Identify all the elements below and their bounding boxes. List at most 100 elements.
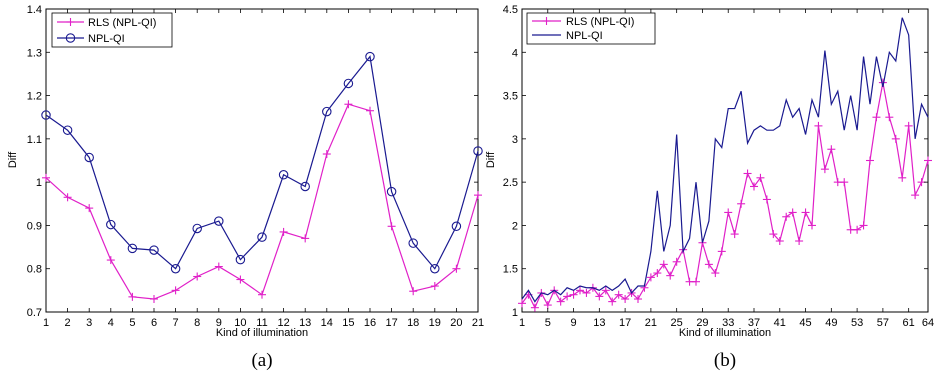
chart-a-ytick-label: 1.2 bbox=[27, 91, 42, 103]
chart-b-xtick-label: 9 bbox=[570, 317, 576, 329]
chart-a-ylabel: Diff bbox=[7, 151, 19, 168]
chart-b-rls-point bbox=[659, 260, 668, 269]
chart-a-xtick-label: 20 bbox=[450, 317, 462, 329]
chart-b-ytick-label: 3.5 bbox=[503, 91, 518, 103]
chart-a-xlabel: Kind of illumination bbox=[216, 327, 308, 339]
chart-b-rls-point bbox=[750, 182, 758, 191]
chart-a-npl-point bbox=[365, 51, 375, 62]
chart-b-rls-point bbox=[518, 299, 526, 308]
chart-b-rls-point bbox=[911, 191, 920, 200]
chart-b-ytick-label: 1.5 bbox=[503, 264, 518, 276]
chart-b-ytick-label: 4 bbox=[512, 47, 518, 59]
chart-b-rls-point bbox=[891, 134, 900, 143]
chart-a-caption: (a) bbox=[251, 350, 272, 371]
chart-a-npl-point bbox=[170, 263, 181, 274]
chart-a-xtick-label: 9 bbox=[216, 317, 222, 329]
chart-b-xtick-label: 41 bbox=[774, 317, 786, 329]
chart-b-rls-point bbox=[795, 237, 804, 246]
chart-a-xtick-label: 16 bbox=[364, 317, 376, 329]
chart-b-rls-point bbox=[762, 195, 771, 204]
chart-a-ticks: 1 2 3 4 5 6 7 8 9 10 11 12 13 14 15 16 17 18 19 20 210.70.80… bbox=[27, 4, 484, 329]
chart-a-xtick-label: 21 bbox=[472, 317, 484, 329]
chart-b-ytick-label: 2.5 bbox=[503, 177, 518, 189]
chart-b-rls-point bbox=[769, 230, 778, 239]
chart-b-rls-point bbox=[608, 297, 617, 306]
chart-a-rls-point bbox=[301, 234, 310, 243]
chart-b-rls-point bbox=[801, 208, 810, 217]
chart-a-legend-npl-label: NPL-QI bbox=[88, 33, 125, 45]
chart-a-rls-point bbox=[430, 282, 439, 291]
chart-a-npl-point bbox=[62, 125, 73, 135]
chart-b-xtick-label: 1 bbox=[519, 317, 525, 329]
chart-b-xtick-label: 33 bbox=[722, 317, 734, 329]
chart-a-rls-point bbox=[258, 290, 266, 299]
chart-b-xtick-label: 13 bbox=[593, 317, 605, 329]
chart-b-rls-point bbox=[853, 225, 862, 234]
chart-b-caption: (b) bbox=[714, 350, 736, 371]
chart-b-rls-point bbox=[601, 286, 610, 295]
chart-a-xtick-label: 1 bbox=[43, 317, 49, 329]
chart-a-rls-point bbox=[279, 227, 288, 236]
chart-a-ytick-label: 1.1 bbox=[27, 134, 42, 146]
chart-b-rls-point bbox=[556, 297, 565, 306]
chart-a-xtick-label: 5 bbox=[129, 317, 135, 329]
chart-b-legend-box bbox=[526, 12, 656, 45]
chart-a-legend-rls-marker bbox=[66, 18, 75, 26]
chart-a-npl-point bbox=[343, 78, 354, 89]
chart-b-ytick-label: 1 bbox=[512, 307, 518, 319]
chart-b-rls-point bbox=[827, 145, 836, 154]
chart-a-xtick-label: 12 bbox=[277, 317, 289, 329]
chart-a-npl-point bbox=[149, 245, 159, 255]
chart-b-rls-point bbox=[711, 269, 720, 278]
chart-a-ytick-label: 1.4 bbox=[27, 4, 42, 16]
chart-b-xtick-label: 61 bbox=[903, 317, 915, 329]
chart-a-rls-point bbox=[85, 204, 94, 213]
chart-a-legend-npl-marker bbox=[65, 33, 76, 43]
chart-a-rls-point bbox=[150, 295, 158, 304]
chart-a-npl-point bbox=[386, 186, 397, 197]
chart-b-rls-point bbox=[582, 288, 591, 297]
chart-b-xtick-label: 64 bbox=[922, 317, 934, 329]
chart-b-rls-point bbox=[756, 173, 765, 182]
chart-b-rls-point bbox=[672, 257, 681, 266]
chart-a-rls-point bbox=[474, 191, 482, 200]
chart-b-rls-point bbox=[820, 165, 829, 174]
chart-a-npl-point bbox=[127, 243, 138, 254]
chart-b-series-layer bbox=[518, 17, 932, 312]
chart-a-rls-point bbox=[366, 106, 374, 115]
chart-a-legend-box bbox=[51, 12, 173, 48]
chart-a-xtick-label: 15 bbox=[342, 317, 354, 329]
chart-b-rls-point bbox=[724, 208, 733, 217]
chart-b-rls-point bbox=[885, 113, 894, 122]
chart-b-axes-frame bbox=[521, 8, 929, 313]
chart-a-npl-point bbox=[214, 216, 224, 226]
chart-a-rls-point bbox=[344, 100, 353, 109]
chart-a-rls-point bbox=[171, 286, 180, 295]
chart-a-rls-point bbox=[193, 272, 202, 281]
chart-a-rls-point bbox=[236, 275, 245, 284]
chart-a-xtick-label: 19 bbox=[429, 317, 441, 329]
chart-a-xtick-label: 11 bbox=[256, 317, 267, 329]
chart-b-rls-point bbox=[704, 260, 713, 269]
chart-b-rls-point bbox=[666, 271, 675, 280]
chart-a-rls-point bbox=[128, 292, 137, 301]
chart-b-rls-point bbox=[872, 113, 881, 122]
chart-a-ytick-label: 0.7 bbox=[27, 307, 42, 319]
chart-a-rls-point bbox=[452, 264, 461, 273]
chart-a-npl-point bbox=[106, 219, 116, 230]
chart-b-ytick-label: 4.5 bbox=[503, 4, 518, 16]
chart-a-series-layer bbox=[41, 51, 483, 304]
chart-b-rls-point bbox=[569, 290, 578, 299]
chart-b-rls-point bbox=[924, 156, 932, 165]
chart-b-ytick-label: 2 bbox=[512, 220, 518, 232]
chart-b-rls-point bbox=[646, 273, 655, 282]
chart-a-xtick-label: 14 bbox=[321, 317, 333, 329]
chart-a-rls-point bbox=[106, 256, 115, 265]
chart-a-xtick-label: 13 bbox=[299, 317, 311, 329]
chart-a-xtick-label: 8 bbox=[194, 317, 200, 329]
chart-b-xtick-label: 5 bbox=[545, 317, 551, 329]
chart-a-xtick-label: 2 bbox=[65, 317, 71, 329]
chart-b-rls-point bbox=[730, 230, 739, 239]
chart-a-xtick-label: 4 bbox=[108, 317, 114, 329]
chart-b-xtick-label: 37 bbox=[748, 317, 760, 329]
